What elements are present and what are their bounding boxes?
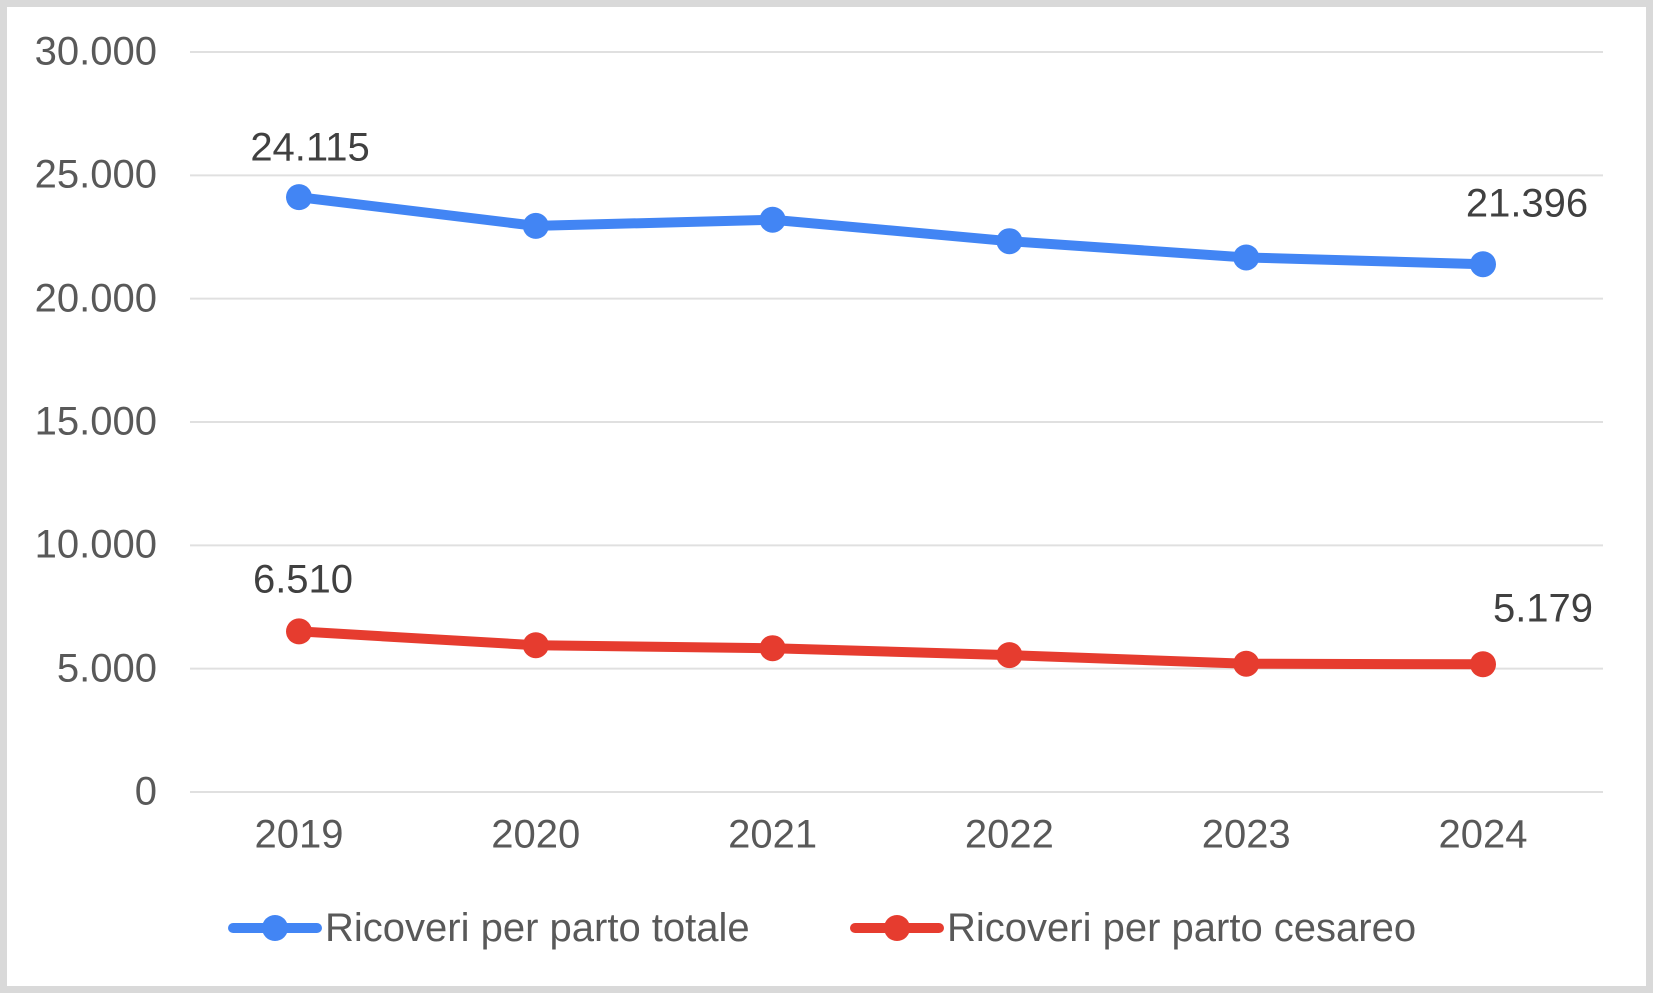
data-point-marker — [1470, 651, 1496, 678]
data-point-marker — [286, 184, 312, 211]
data-point-label: 24.115 — [250, 125, 370, 170]
data-point-marker — [522, 632, 549, 659]
data-point-marker — [1233, 650, 1260, 677]
x-tick-label: 2019 — [254, 812, 344, 857]
line-chart: 0 5.000 10.000 15.000 20.000 25.000 30.000 201… — [7, 7, 1646, 986]
data-point-marker — [1470, 251, 1496, 278]
y-tick-label: 5.000 — [56, 646, 157, 691]
y-tick-label: 15.000 — [34, 399, 157, 444]
data-point-marker — [759, 206, 786, 233]
data-point-marker — [759, 635, 786, 662]
y-tick-label: 10.000 — [34, 522, 157, 567]
y-tick-label: 25.000 — [34, 152, 157, 197]
data-point-marker — [522, 212, 549, 239]
data-point-label: 21.396 — [1465, 181, 1589, 226]
x-tick-label: 2022 — [964, 812, 1054, 857]
y-tick-label: 30.000 — [34, 29, 157, 74]
x-tick-label: 2024 — [1438, 812, 1528, 857]
data-point-marker — [1233, 244, 1260, 271]
x-tick-label: 2020 — [491, 812, 581, 857]
data-point-marker — [996, 642, 1023, 669]
y-tick-label: 20.000 — [34, 276, 157, 321]
y-tick-label: 0 — [134, 769, 157, 814]
data-point-label: 6.510 — [252, 557, 354, 602]
x-tick-label: 2021 — [728, 812, 818, 857]
series-line — [294, 626, 1488, 670]
series-line — [294, 192, 1488, 270]
x-tick-label: 2023 — [1201, 812, 1291, 857]
data-point-label: 5.179 — [1492, 586, 1594, 631]
data-point-marker — [996, 228, 1023, 255]
data-point-marker — [286, 618, 312, 645]
plot-area — [190, 51, 1603, 793]
